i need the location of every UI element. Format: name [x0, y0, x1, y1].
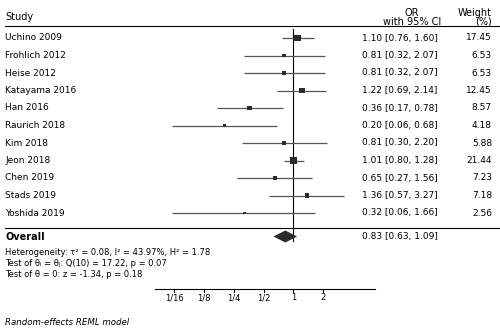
Text: Heterogeneity: τ² = 0.08, I² = 43.97%, H² = 1.78: Heterogeneity: τ² = 0.08, I² = 43.97%, H…: [5, 248, 210, 257]
Text: 1/2: 1/2: [257, 293, 270, 303]
Bar: [282, 141, 286, 145]
Text: 12.45: 12.45: [466, 86, 492, 95]
Text: 0.20 [0.06, 0.68]: 0.20 [0.06, 0.68]: [362, 121, 438, 130]
Text: 1: 1: [290, 293, 296, 303]
Text: 5.88: 5.88: [472, 138, 492, 147]
Text: OR: OR: [405, 8, 419, 18]
Text: Yoshida 2019: Yoshida 2019: [5, 208, 64, 217]
Bar: [247, 106, 252, 110]
Bar: [273, 176, 277, 180]
Text: Study: Study: [5, 12, 33, 22]
Bar: [304, 194, 308, 198]
Text: 0.36 [0.17, 0.78]: 0.36 [0.17, 0.78]: [362, 104, 438, 113]
Text: Uchino 2009: Uchino 2009: [5, 34, 62, 43]
Text: (%): (%): [475, 17, 492, 27]
Text: Stads 2019: Stads 2019: [5, 191, 56, 200]
Text: Chen 2019: Chen 2019: [5, 174, 54, 183]
Text: Raurich 2018: Raurich 2018: [5, 121, 65, 130]
Text: 6.53: 6.53: [472, 51, 492, 60]
Text: 0.32 [0.06, 1.66]: 0.32 [0.06, 1.66]: [362, 208, 438, 217]
Text: 1/8: 1/8: [197, 293, 210, 303]
Text: 0.81 [0.30, 2.20]: 0.81 [0.30, 2.20]: [362, 138, 438, 147]
Bar: [243, 212, 246, 214]
Text: 2.56: 2.56: [472, 208, 492, 217]
Text: 0.81 [0.32, 2.07]: 0.81 [0.32, 2.07]: [362, 68, 438, 77]
Text: 1/4: 1/4: [227, 293, 240, 303]
Polygon shape: [274, 230, 297, 243]
Bar: [222, 124, 226, 127]
Bar: [282, 54, 286, 57]
Text: Weight: Weight: [458, 8, 492, 18]
Text: 0.83 [0.63, 1.09]: 0.83 [0.63, 1.09]: [362, 232, 438, 241]
Text: 1.36 [0.57, 3.27]: 1.36 [0.57, 3.27]: [362, 191, 438, 200]
Bar: [290, 157, 298, 164]
Text: 6.53: 6.53: [472, 68, 492, 77]
Text: 8.57: 8.57: [472, 104, 492, 113]
Text: Jeon 2018: Jeon 2018: [5, 156, 50, 165]
Bar: [282, 71, 286, 75]
Text: Katayama 2016: Katayama 2016: [5, 86, 76, 95]
Text: 7.18: 7.18: [472, 191, 492, 200]
Text: Test of θ = 0: z = -1.34, p = 0.18: Test of θ = 0: z = -1.34, p = 0.18: [5, 270, 142, 279]
Text: Frohlich 2012: Frohlich 2012: [5, 51, 66, 60]
Text: 17.45: 17.45: [466, 34, 492, 43]
Text: 2: 2: [320, 293, 326, 303]
Text: Kim 2018: Kim 2018: [5, 138, 48, 147]
Text: 7.23: 7.23: [472, 174, 492, 183]
Text: 1.01 [0.80, 1.28]: 1.01 [0.80, 1.28]: [362, 156, 438, 165]
Text: 0.65 [0.27, 1.56]: 0.65 [0.27, 1.56]: [362, 174, 438, 183]
Text: Random-effects REML model: Random-effects REML model: [5, 318, 129, 327]
Text: Overall: Overall: [5, 231, 44, 242]
Text: 4.18: 4.18: [472, 121, 492, 130]
Text: 0.81 [0.32, 2.07]: 0.81 [0.32, 2.07]: [362, 51, 438, 60]
Text: 1/16: 1/16: [165, 293, 184, 303]
Text: 1.22 [0.69, 2.14]: 1.22 [0.69, 2.14]: [362, 86, 438, 95]
Bar: [299, 88, 304, 93]
Text: 21.44: 21.44: [466, 156, 492, 165]
Text: Han 2016: Han 2016: [5, 104, 49, 113]
Text: Test of θᵢ = θⱼ: Q(10) = 17.22, p = 0.07: Test of θᵢ = θⱼ: Q(10) = 17.22, p = 0.07: [5, 259, 167, 268]
Text: Heise 2012: Heise 2012: [5, 68, 56, 77]
Text: with 95% CI: with 95% CI: [383, 17, 441, 27]
Bar: [294, 35, 300, 41]
Text: 1.10 [0.76, 1.60]: 1.10 [0.76, 1.60]: [362, 34, 438, 43]
